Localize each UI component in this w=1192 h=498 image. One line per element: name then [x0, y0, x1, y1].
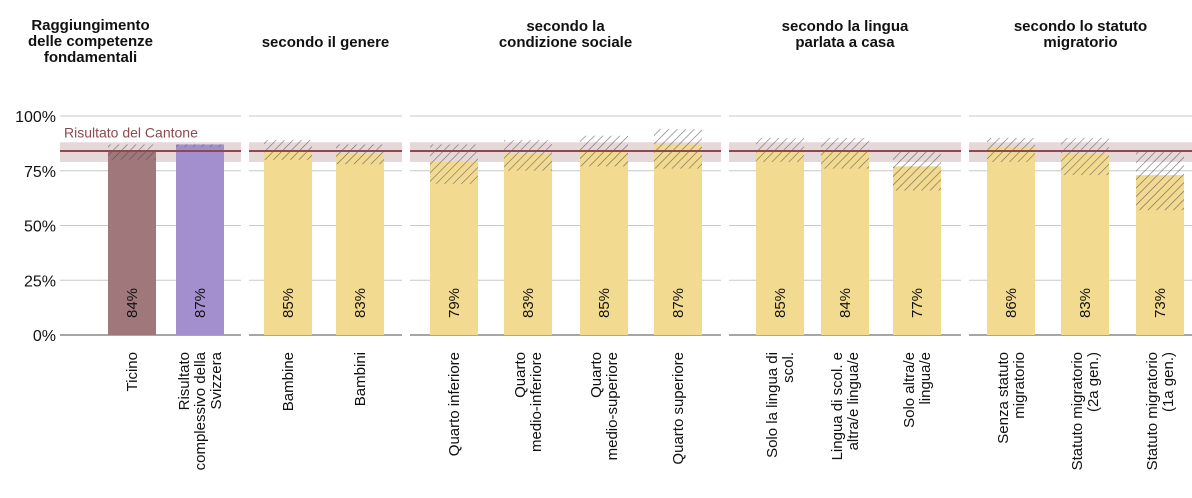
category-label-line: Svizzera: [208, 351, 225, 409]
bar-value-label: 83%: [1077, 288, 1094, 318]
bar: [264, 148, 312, 335]
y-tick-label: 25%: [24, 273, 56, 290]
bar-value-label: 86%: [1003, 288, 1020, 318]
bar-value-label: 85%: [596, 288, 613, 318]
category-label-line: Statuto migratorio: [1144, 352, 1161, 470]
bar: [821, 151, 869, 335]
panel-title-line: delle competenze: [28, 33, 153, 50]
bar-confidence-interval: [504, 140, 552, 171]
reference-label: Risultato del Cantone: [64, 124, 198, 140]
bar: [580, 148, 628, 335]
bar: [336, 153, 384, 335]
panel-title-line: Raggiungimento: [31, 17, 149, 34]
bar-value-label: 87%: [192, 288, 209, 318]
bar-value-label: 84%: [124, 288, 141, 318]
bar-value-label: 84%: [837, 288, 854, 318]
panel-title-line: secondo la lingua: [782, 18, 909, 35]
panel-title-line: secondo il genere: [262, 34, 390, 51]
bar-value-label: 85%: [772, 288, 789, 318]
category-label-line: Quarto: [512, 352, 529, 398]
bar-value-label: 87%: [670, 288, 687, 318]
bar: [987, 146, 1035, 335]
bar-confidence-interval: [1061, 137, 1109, 176]
category-label-line: Ticino: [124, 352, 141, 391]
category-label-line: Solo la lingua di: [764, 352, 781, 458]
category-label-line: medio-inferiore: [528, 352, 545, 452]
bar-confidence-interval: [893, 151, 941, 191]
category-label-line: Senza statuto: [995, 352, 1012, 444]
category-label-line: Quarto superiore: [670, 352, 687, 465]
bar-confidence-interval: [987, 137, 1035, 162]
bar-confidence-interval: [756, 137, 804, 162]
bar: [654, 144, 702, 335]
category-label-line: complessivo della: [192, 351, 209, 470]
category-label-line: Bambini: [352, 352, 369, 406]
confidence-intervals: [108, 129, 1184, 211]
bar-confidence-interval: [176, 144, 224, 147]
y-tick-label: 100%: [15, 109, 56, 126]
category-label-line: Lingua di scol. e: [829, 352, 846, 460]
bar-value-label: 77%: [909, 288, 926, 318]
panel-title-line: fondamentali: [44, 49, 137, 66]
panel-title-line: migratorio: [1043, 34, 1117, 51]
panel-title-line: secondo lo statuto: [1014, 18, 1147, 35]
bar-value-label: 73%: [1152, 288, 1169, 318]
bar-value-label: 85%: [280, 288, 297, 318]
bar: [1061, 153, 1109, 335]
category-label-line: altra/e lingua/e: [845, 352, 862, 450]
y-tick-label: 75%: [24, 164, 56, 181]
bar-confidence-interval: [336, 144, 384, 165]
reference-ci-band: [410, 142, 721, 162]
bar-confidence-interval: [654, 129, 702, 169]
category-label-line: lingua/e: [917, 352, 934, 405]
bar-confidence-interval: [108, 144, 156, 160]
category-label-line: scol.: [780, 352, 797, 383]
bar: [108, 151, 156, 335]
category-label-line: Quarto: [588, 352, 605, 398]
bar: [893, 166, 941, 335]
bar-value-label: 79%: [446, 288, 463, 318]
category-label-line: Quarto inferiore: [446, 352, 463, 456]
bar-confidence-interval: [821, 137, 869, 169]
panel-title-line: condizione sociale: [499, 34, 632, 51]
bar: [756, 148, 804, 335]
bar-value-label: 83%: [352, 288, 369, 318]
bar-value-label: 83%: [520, 288, 537, 318]
category-label-line: (1a gen.): [1160, 352, 1177, 412]
category-label-line: Solo altra/e: [901, 352, 918, 428]
category-label-line: migratorio: [1011, 352, 1028, 419]
y-tick-label: 0%: [33, 328, 56, 345]
panel-title-line: secondo la: [526, 18, 605, 35]
category-label-line: medio-superiore: [604, 352, 621, 460]
category-label-line: Statuto migratorio: [1069, 352, 1086, 470]
bar: [504, 153, 552, 335]
panel-title-line: parlata a casa: [795, 34, 895, 51]
bars: [108, 144, 1184, 335]
y-tick-label: 50%: [24, 219, 56, 236]
bar: [176, 144, 224, 335]
bar-confidence-interval: [264, 140, 312, 160]
category-label-line: Risultato: [176, 352, 193, 410]
bar: [430, 161, 478, 335]
category-label-line: Bambine: [280, 352, 297, 411]
bar-confidence-interval: [1136, 151, 1184, 211]
category-label-line: (2a gen.): [1085, 352, 1102, 412]
